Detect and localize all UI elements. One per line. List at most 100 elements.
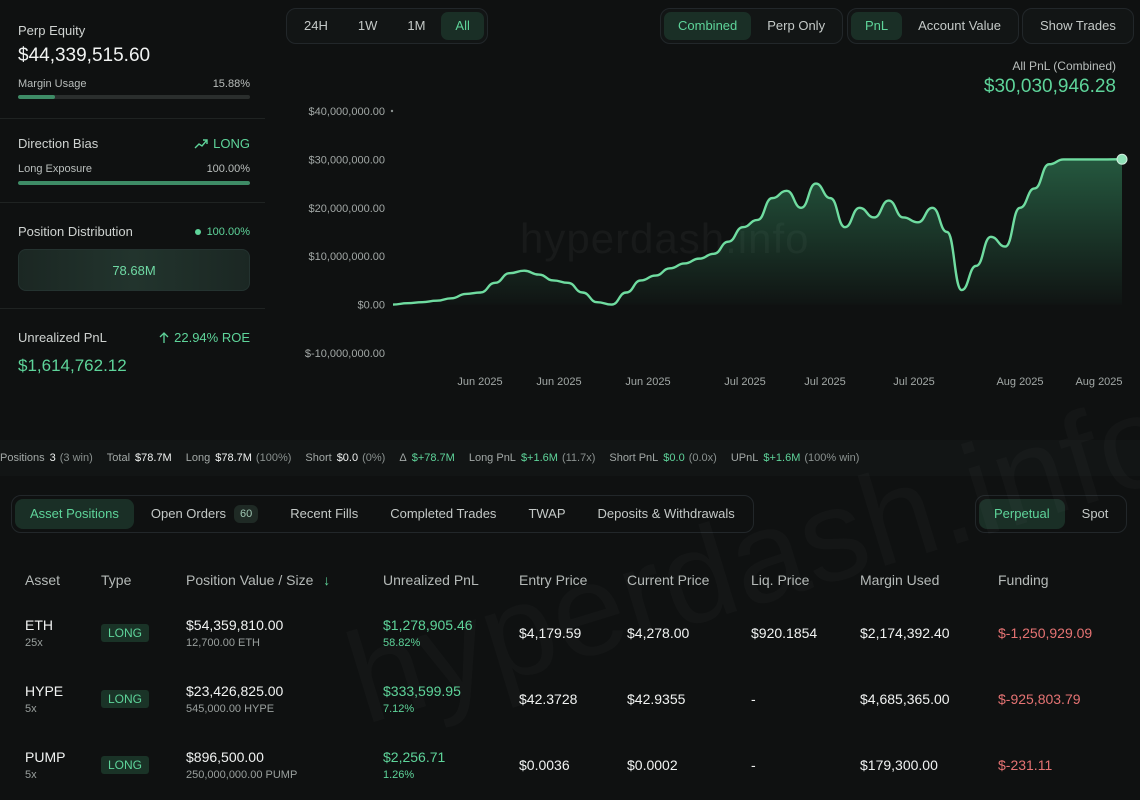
asset-name[interactable]: PUMP xyxy=(25,749,66,765)
margin-used: $179,300.00 xyxy=(860,757,938,773)
market-type-tabs: Perpetual Spot xyxy=(975,495,1128,533)
tab-asset-positions-label: Asset Positions xyxy=(30,506,119,521)
tab-asset-positions[interactable]: Asset Positions xyxy=(15,499,134,529)
range-1w-button[interactable]: 1W xyxy=(357,18,378,33)
stat-long-note: (100%) xyxy=(255,452,292,464)
show-trades-toggle: Show Trades xyxy=(1022,8,1134,44)
position-distribution-value: 100.00% xyxy=(206,225,250,238)
tab-twap-label: TWAP xyxy=(528,506,566,521)
position-type-badge: LONG xyxy=(101,690,150,708)
col-type[interactable]: Type xyxy=(101,572,132,588)
stat-total-value: $78.7M xyxy=(135,452,172,464)
margin-usage-bar-fill xyxy=(18,95,55,99)
col-margin-used[interactable]: Margin Used xyxy=(860,572,940,588)
col-position-value[interactable]: Position Value / Size ↓ xyxy=(186,560,383,600)
stat-upnl-label: UPnL xyxy=(730,452,759,464)
stat-short-pnl-note: (0.0x) xyxy=(688,452,717,464)
pnl-line xyxy=(392,158,1123,306)
position-distribution-amount: 78.68M xyxy=(112,262,156,278)
table-row[interactable]: PUMP 5x LONG $896,500.00 250,000,000.00 PU… xyxy=(0,732,1140,798)
col-unrealized-pnl[interactable]: Unrealized PnL xyxy=(383,572,479,588)
tab-deposits-withdrawals-label: Deposits & Withdrawals xyxy=(597,506,735,521)
table-row[interactable]: ETH 25x LONG $54,359,810.00 12,700.00 ETH … xyxy=(0,600,1140,666)
y-tick-label: $-10,000,000.00 xyxy=(305,348,385,360)
range-all-button[interactable]: All xyxy=(441,12,484,40)
direction-bias-value: LONG xyxy=(213,136,250,151)
combined-button[interactable]: Combined xyxy=(664,12,752,40)
stat-short-value: $0.0 xyxy=(336,452,359,464)
stat-upnl-note: (100% win) xyxy=(804,452,860,464)
stat-positions-label: Positions xyxy=(0,452,45,464)
col-entry-price[interactable]: Entry Price xyxy=(519,572,588,588)
funding: $-231.11 xyxy=(998,757,1053,773)
unrealized-pnl-label: Unrealized PnL xyxy=(18,330,107,345)
metric-selector: PnL Account Value xyxy=(847,8,1020,44)
margin-used: $2,174,392.40 xyxy=(860,625,950,641)
position-type-badge: LONG xyxy=(101,624,150,642)
range-selector: 24H 1W 1M All xyxy=(286,8,488,44)
asset-name[interactable]: HYPE xyxy=(25,683,64,699)
asset-name[interactable]: ETH xyxy=(25,617,53,633)
long-exposure-bar xyxy=(18,181,250,185)
position-value: $896,500.00 xyxy=(186,749,264,765)
y-tick-label: $40,000,000.00 xyxy=(309,106,385,118)
tab-perpetual[interactable]: Perpetual xyxy=(979,499,1065,529)
tab-recent-fills-label: Recent Fills xyxy=(290,506,359,521)
stat-positions-value: 3 xyxy=(49,452,56,464)
chart-header-value: $30,030,946.28 xyxy=(983,76,1116,97)
position-type-badge: LONG xyxy=(101,756,150,774)
y-tick-label: $10,000,000.00 xyxy=(309,251,385,263)
x-tick-label: Aug 2025 xyxy=(1075,376,1122,388)
show-trades-button[interactable]: Show Trades xyxy=(1040,18,1116,33)
tab-completed-trades[interactable]: Completed Trades xyxy=(375,499,511,529)
table-row[interactable]: HYPE 5x LONG $23,426,825.00 545,000.00 HYP… xyxy=(0,666,1140,732)
tab-deposits-withdrawals[interactable]: Deposits & Withdrawals xyxy=(583,499,750,529)
pnl-area xyxy=(393,159,1122,305)
summary-panel: Perp Equity $44,339,515.60 Margin Usage … xyxy=(0,0,265,400)
leverage: 25x xyxy=(25,637,43,649)
tab-completed-trades-label: Completed Trades xyxy=(390,506,497,521)
tab-twap[interactable]: TWAP xyxy=(513,499,580,529)
range-24h-button[interactable]: 24H xyxy=(304,18,328,33)
table-header-row: Asset Type Position Value / Size ↓ Unrea… xyxy=(0,560,1140,600)
long-exposure-label: Long Exposure xyxy=(18,163,92,175)
margin-usage-label: Margin Usage xyxy=(18,78,87,90)
trending-up-icon xyxy=(194,138,208,148)
x-tick-label: Jun 2025 xyxy=(457,376,502,388)
tab-open-orders[interactable]: Open Orders 60 xyxy=(136,499,273,529)
pnl-chart[interactable]: $40,000,000.00 $30,000,000.00 $20,000,000.… xyxy=(290,95,1135,395)
tab-recent-fills[interactable]: Recent Fills xyxy=(275,499,373,529)
range-1m-button[interactable]: 1M xyxy=(407,18,426,33)
stat-long-value: $78.7M xyxy=(215,452,252,464)
equity-value: $44,339,515.60 xyxy=(18,45,151,66)
unrealized-pnl-value: $1,614,762.12 xyxy=(18,356,127,375)
pnl-button[interactable]: PnL xyxy=(851,12,903,40)
leverage: 5x xyxy=(25,769,37,781)
perp-only-button[interactable]: Perp Only xyxy=(767,18,826,33)
tab-spot[interactable]: Spot xyxy=(1067,499,1124,529)
divider xyxy=(0,118,265,119)
y-tick-label: $20,000,000.00 xyxy=(309,203,385,215)
position-distribution-bar[interactable]: 78.68M xyxy=(18,249,250,291)
x-tick-label: Aug 2025 xyxy=(996,376,1043,388)
stat-long-pnl-value: $+1.6M xyxy=(520,452,558,464)
col-position-value-label: Position Value / Size xyxy=(186,572,314,588)
margin-used: $4,685,365.00 xyxy=(860,691,950,707)
liq-price: - xyxy=(751,691,756,707)
col-funding[interactable]: Funding xyxy=(998,572,1049,588)
positions-table: Asset Type Position Value / Size ↓ Unrea… xyxy=(0,560,1140,798)
account-value-button[interactable]: Account Value xyxy=(918,18,1002,33)
liq-price: $920.1854 xyxy=(751,625,818,641)
view-selector: Combined Perp Only xyxy=(660,8,844,44)
current-price: $0.0002 xyxy=(627,757,678,773)
funding: $-925,803.79 xyxy=(998,691,1081,707)
col-liq-price[interactable]: Liq. Price xyxy=(751,572,810,588)
position-size: 545,000.00 HYPE xyxy=(186,703,275,715)
col-asset[interactable]: Asset xyxy=(25,572,61,588)
current-price: $42.9355 xyxy=(627,691,686,707)
stat-long-pnl-label: Long PnL xyxy=(468,452,516,464)
funding: $-1,250,929.09 xyxy=(998,625,1093,641)
stat-delta-value: $+78.7M xyxy=(411,452,455,464)
direction-bias-label: Direction Bias xyxy=(18,136,99,151)
col-current-price[interactable]: Current Price xyxy=(627,572,710,588)
